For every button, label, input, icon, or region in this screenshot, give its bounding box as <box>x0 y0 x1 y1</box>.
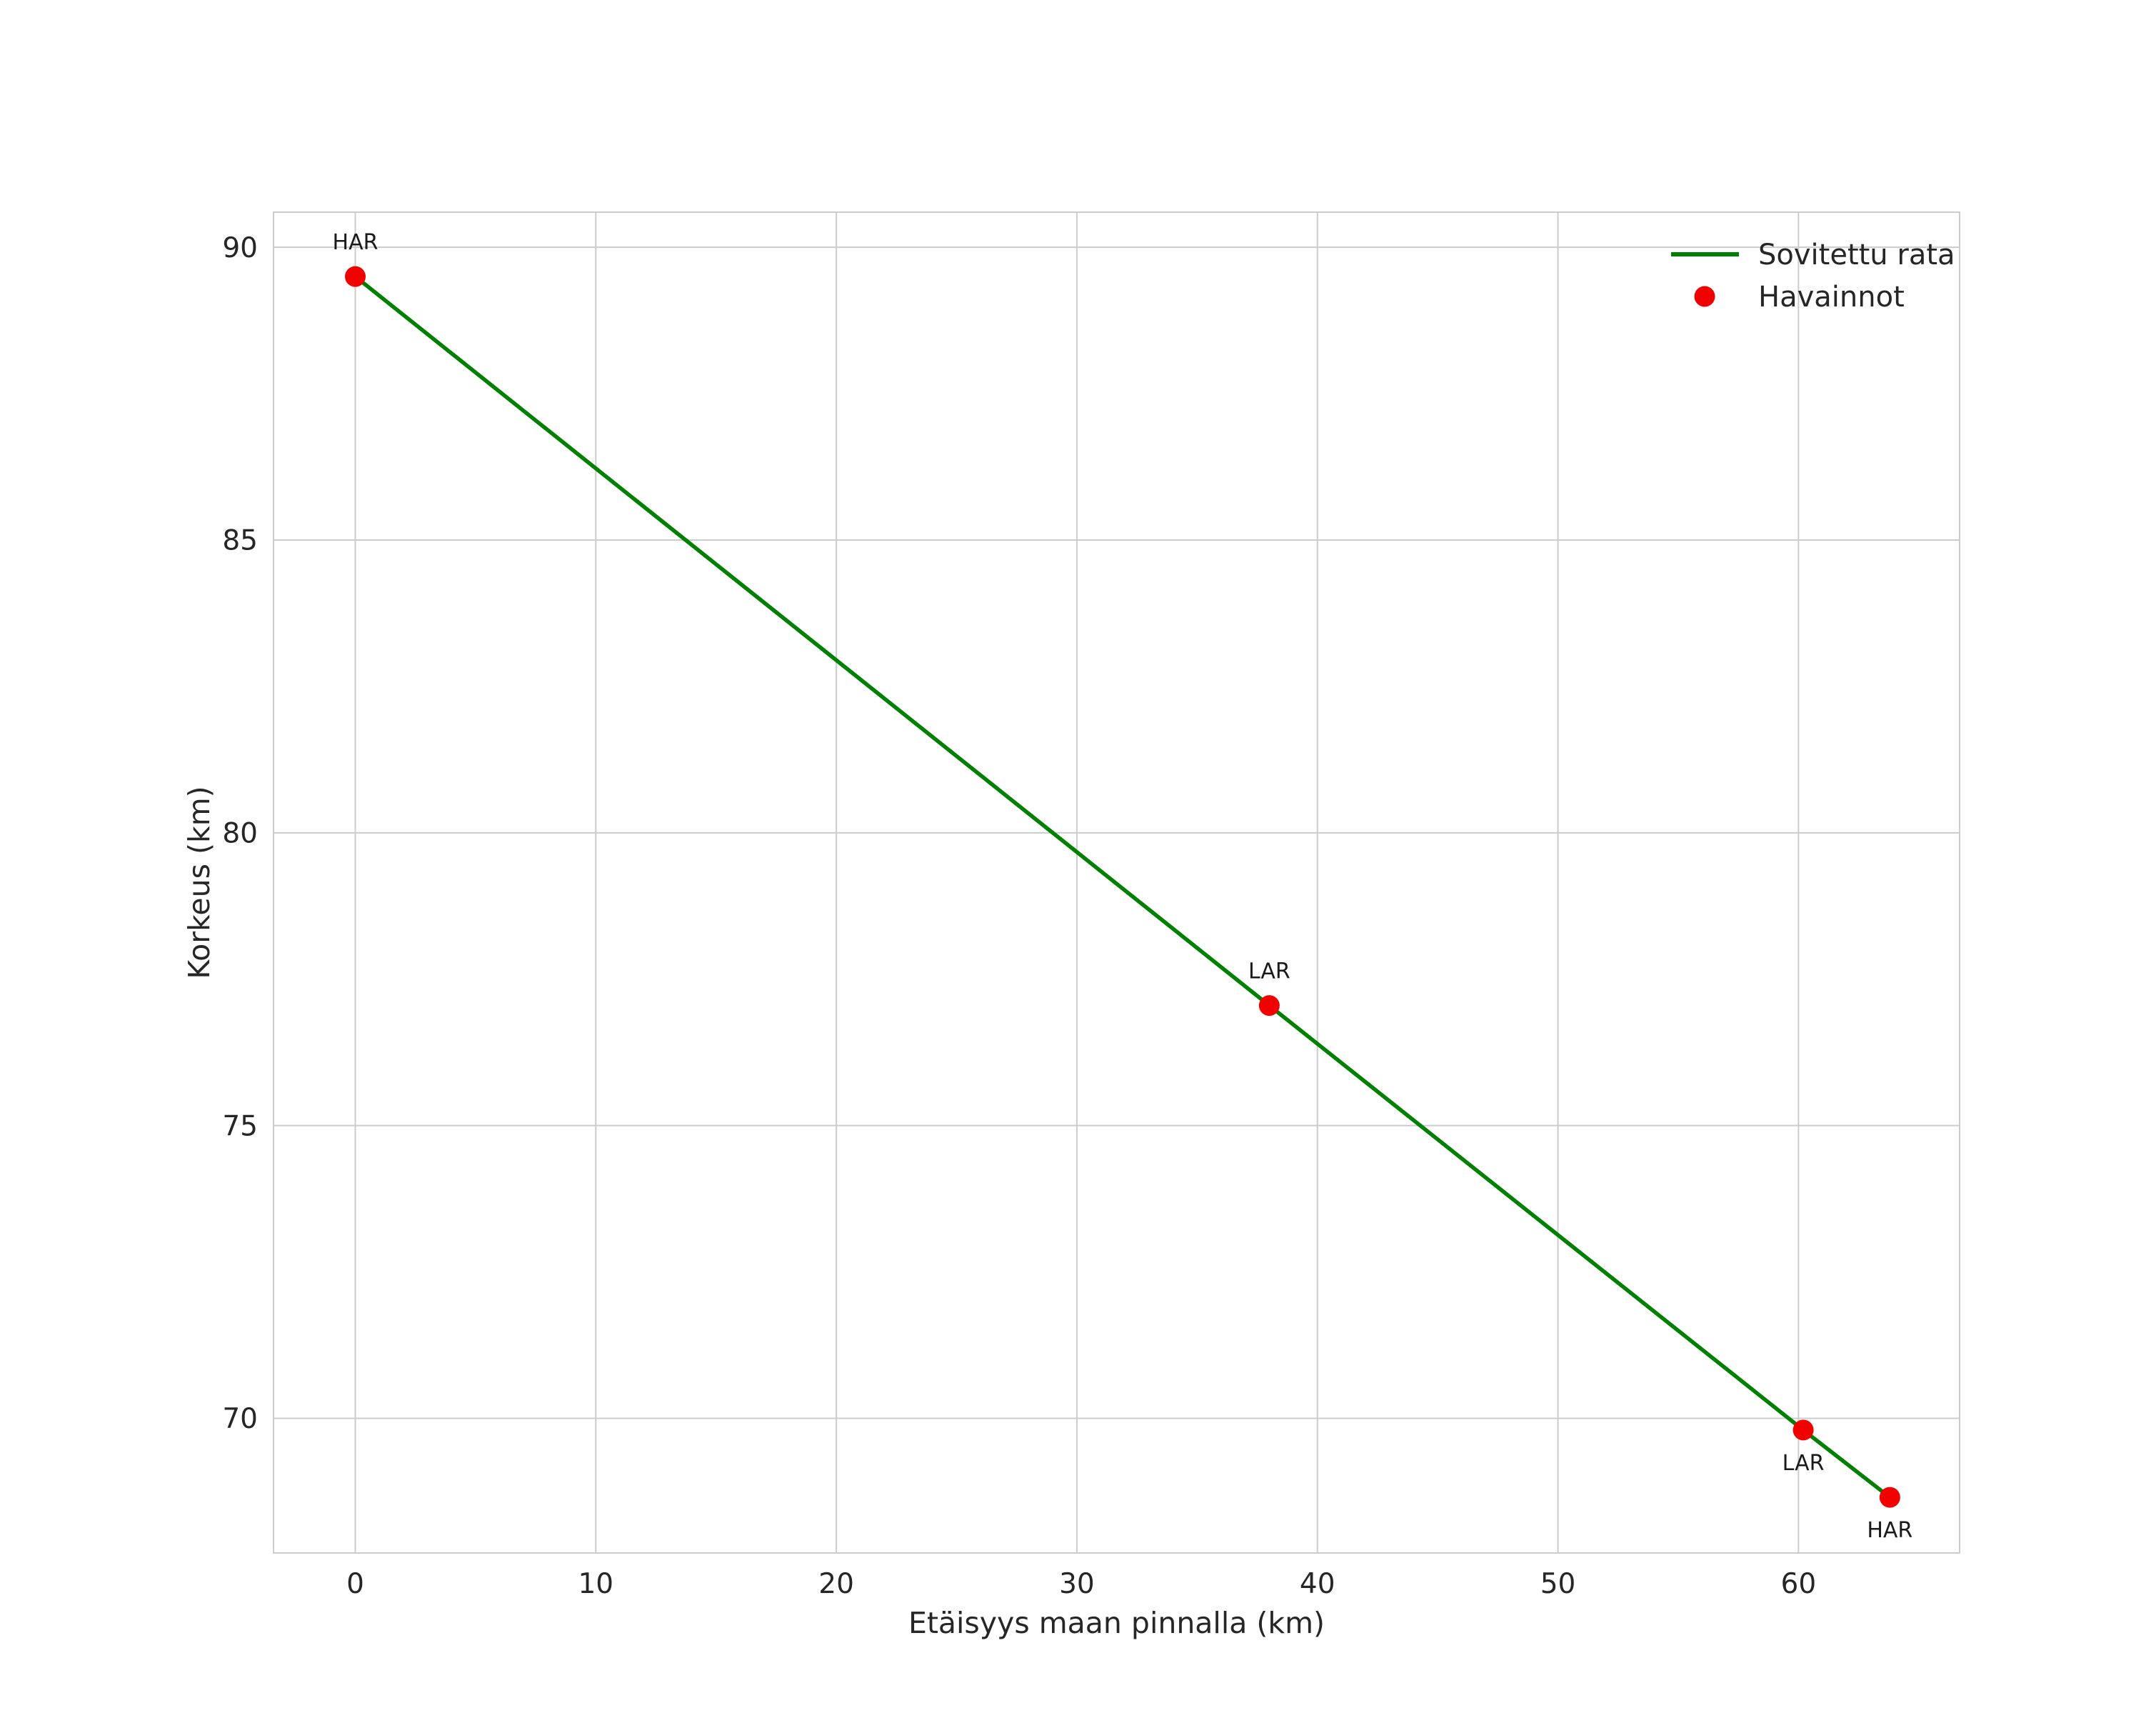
point-label: LAR <box>1783 1451 1825 1476</box>
y-axis-label: Korkeus (km) <box>182 786 216 979</box>
data-point <box>1879 1487 1900 1508</box>
legend-item-havainnot: Havainnot <box>1694 281 1905 314</box>
x-tick-label: 40 <box>1300 1568 1335 1600</box>
x-tick-label: 10 <box>578 1568 613 1600</box>
legend-label: Sovitettu rata <box>1758 239 1955 271</box>
y-tick-label: 75 <box>222 1110 258 1142</box>
x-axis-label: Etäisyys maan pinnalla (km) <box>908 1606 1325 1640</box>
legend-marker-swatch <box>1694 286 1715 307</box>
x-tick-label: 60 <box>1781 1568 1817 1600</box>
data-point <box>1793 1419 1814 1441</box>
gridlines <box>274 212 1960 1553</box>
x-tick-label: 0 <box>346 1568 364 1600</box>
data-point <box>1258 995 1280 1017</box>
legend: Sovitettu rata Havainnot <box>1671 239 1955 314</box>
x-tick-label: 50 <box>1540 1568 1576 1600</box>
x-tick-label: 30 <box>1059 1568 1095 1600</box>
point-label: HAR <box>333 230 378 255</box>
y-tick-label: 85 <box>222 525 258 557</box>
y-tick-label: 90 <box>222 232 258 264</box>
data-point <box>345 266 366 287</box>
legend-label: Havainnot <box>1758 281 1905 314</box>
point-label: LAR <box>1248 959 1290 984</box>
fitted-trajectory-line <box>353 274 1892 1499</box>
legend-item-sovitettu-rata: Sovitettu rata <box>1671 239 1955 271</box>
y-tick-label: 70 <box>222 1403 258 1435</box>
observation-points: HAR LAR LAR HAR <box>333 230 1913 1543</box>
y-tick-label: 80 <box>222 817 258 849</box>
x-tick-labels: 0 10 20 30 40 50 60 <box>346 1568 1816 1600</box>
y-tick-labels: 70 75 80 85 90 <box>222 232 258 1435</box>
x-tick-label: 20 <box>818 1568 854 1600</box>
point-label: HAR <box>1867 1518 1912 1543</box>
plot-frame <box>273 211 1960 1554</box>
